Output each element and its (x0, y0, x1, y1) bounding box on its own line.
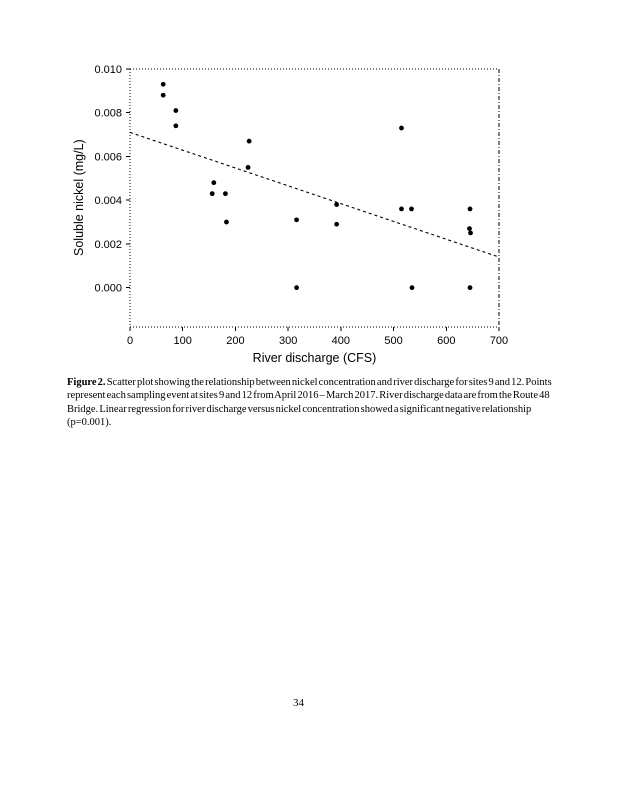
x-tick-label: 200 (226, 335, 244, 347)
data-point (173, 123, 179, 129)
x-tick-label: 700 (490, 335, 508, 347)
x-tick-label: 0 (127, 335, 133, 347)
y-tick-label: 0.010 (94, 64, 122, 76)
data-point (467, 285, 473, 291)
data-point (399, 125, 404, 131)
data-point (409, 206, 414, 212)
figure-caption: Figure 2. Scatter plot showing the relat… (67, 376, 556, 430)
data-point (160, 92, 166, 98)
data-point (468, 230, 473, 236)
y-tick-label: 0.004 (94, 195, 122, 207)
data-point (223, 191, 228, 197)
y-tick-label: 0.008 (94, 108, 122, 120)
x-tick-label: 400 (332, 335, 350, 347)
data-point (294, 217, 299, 223)
x-tick-label: 100 (174, 335, 192, 347)
data-point (334, 221, 340, 227)
data-point (209, 191, 215, 197)
data-point (173, 108, 179, 113)
data-point (211, 180, 217, 186)
y-tick-label: 0.000 (94, 283, 122, 295)
data-point (467, 226, 472, 232)
regression-line (129, 131, 500, 258)
data-point (399, 206, 404, 212)
x-tick-label: 300 (279, 335, 297, 347)
data-point (294, 285, 299, 291)
y-tick-label: 0.002 (94, 239, 122, 251)
x-tick-label: 500 (384, 335, 402, 347)
data-point (334, 202, 340, 207)
data-point (160, 81, 166, 87)
y-axis-title: Soluble nickel (mg/L) (72, 139, 86, 257)
data-point (467, 206, 473, 212)
x-axis-title: River discharge (CFS) (252, 351, 377, 365)
data-point (409, 285, 415, 291)
x-tick-label: 600 (437, 335, 455, 347)
y-tick-label: 0.006 (94, 151, 122, 163)
scatter-plot: 0 100 200 300 400 500 600 700 0.000 0.002 0.004 0.0… (94, 64, 508, 347)
data-point (246, 138, 252, 144)
figure-caption-text: Scatter plot showing the relationship be… (67, 377, 552, 429)
page-number: 34 (293, 697, 304, 709)
data-point (224, 219, 229, 225)
figure-caption-label: Figure 2. (67, 377, 106, 388)
data-point (245, 164, 251, 170)
